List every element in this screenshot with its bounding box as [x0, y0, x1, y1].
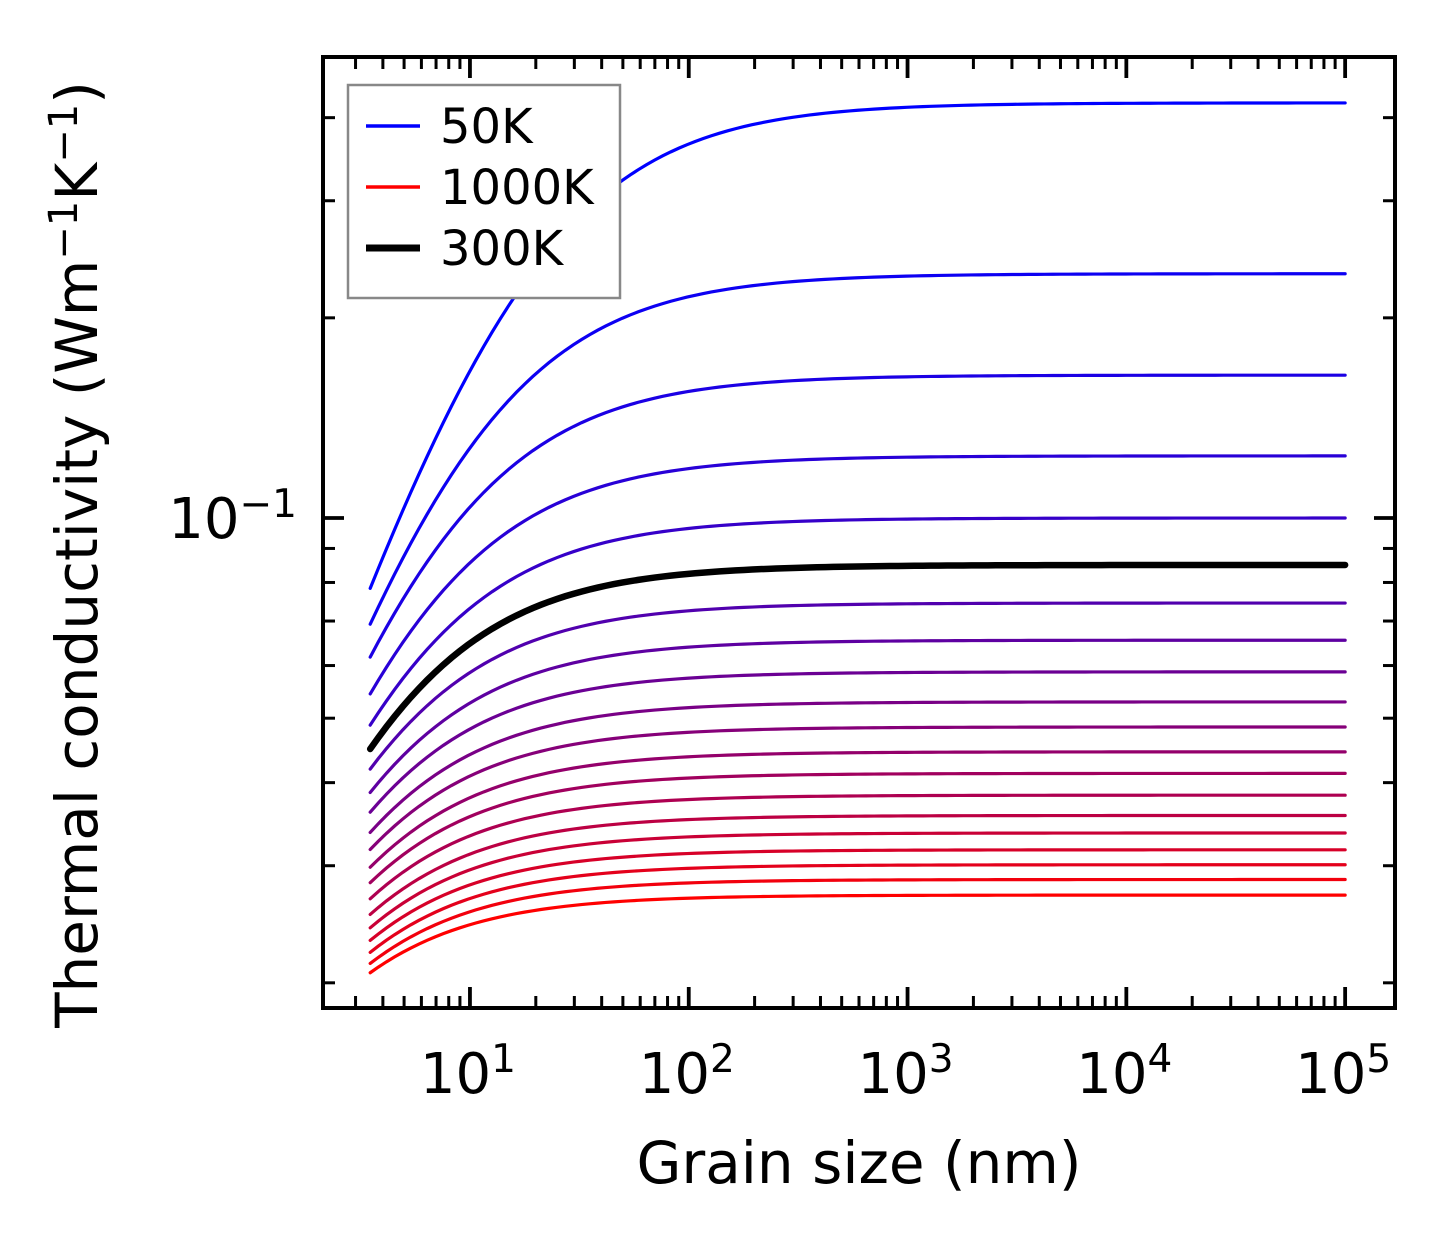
curve-450K — [368, 670, 1347, 814]
curve-250K — [368, 516, 1347, 727]
curve-500K — [368, 700, 1347, 835]
curve-1000K — [368, 893, 1347, 975]
curve-150K — [368, 373, 1347, 659]
curve-100K — [368, 272, 1347, 626]
y-axis-title: Thermal conductivity (Wm−1K−1) — [41, 81, 111, 1029]
curve-650K — [368, 771, 1347, 885]
curves — [366, 101, 1349, 975]
curve-400K — [368, 638, 1347, 795]
curve-300K-highlight — [366, 561, 1349, 753]
legend-label-300K: 300K — [440, 221, 565, 277]
curve-750K — [368, 813, 1347, 917]
curve-600K — [368, 750, 1347, 869]
plot-border — [321, 55, 1397, 1010]
legend-label-1000K: 1000K — [440, 160, 595, 216]
curve-700K — [368, 793, 1347, 901]
x-tick-label-10e5: 105 — [1295, 1037, 1391, 1107]
curve-550K — [368, 725, 1347, 852]
x-tick-label-10e1: 101 — [420, 1037, 516, 1107]
y-tick-label-10e-1: 10−1 — [168, 482, 297, 552]
x-tick-label-10e4: 104 — [1076, 1037, 1172, 1107]
x-axis-title: Grain size (nm) — [636, 1129, 1081, 1197]
curve-850K — [368, 848, 1347, 943]
x-tick-label-10e2: 102 — [639, 1037, 735, 1107]
curve-900K — [368, 863, 1347, 954]
legend-box — [346, 83, 622, 300]
curve-200K — [368, 454, 1347, 696]
x-tick-labels: 101 102 103 104 105 — [420, 1037, 1391, 1107]
y-tick-labels: 10−1 — [168, 482, 297, 552]
curve-950K — [368, 877, 1347, 966]
legend-label-50K: 50K — [440, 99, 534, 155]
x-tick-label-10e3: 103 — [857, 1037, 953, 1107]
curve-800K — [368, 831, 1347, 930]
curve-350K — [368, 601, 1347, 771]
